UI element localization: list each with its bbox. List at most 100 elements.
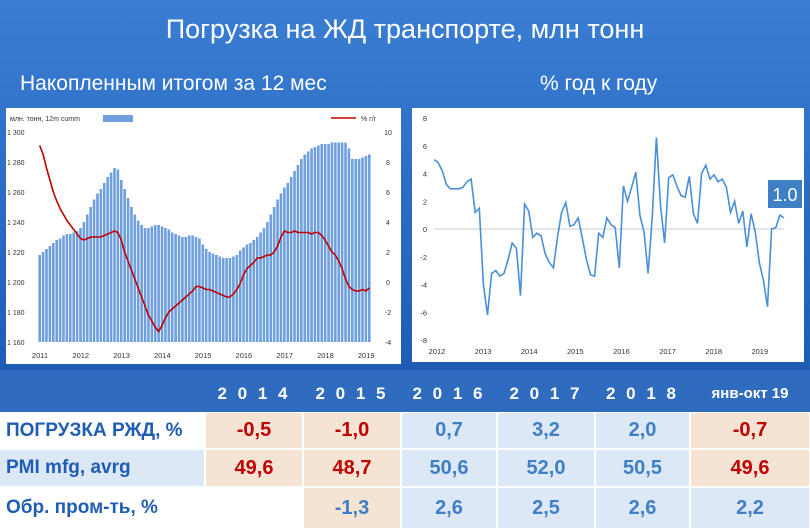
bar [232,257,235,343]
bar [144,228,147,342]
bar [59,239,62,343]
bar [106,177,109,342]
bar [45,249,48,342]
x-tick-label: 2014 [154,351,171,360]
table-cell: 2,6 [402,488,496,528]
bar [290,177,293,342]
x-tick-label: 2016 [613,347,630,356]
x-tick-label: 2019 [751,347,768,356]
y-right-tick-label: 10 [384,130,392,137]
bar [69,234,72,342]
bar [361,158,364,343]
bar [297,165,300,342]
bar [89,207,92,342]
bar [300,159,303,342]
bar [208,252,211,342]
y-left-tick-label: 1 240 [7,220,25,227]
bar [72,233,75,343]
bar [283,188,286,343]
bar [127,198,130,342]
x-tick-label: 2016 [236,351,253,360]
y-right-tick-label: -4 [385,340,391,347]
table-cell: 0,7 [402,413,496,448]
bar [276,200,279,343]
y-tick-label: -8 [420,336,427,345]
y-tick-label: 2 [423,197,427,206]
y-right-tick-label: -2 [385,310,391,317]
bar [310,149,313,343]
bar [202,245,205,343]
bar [185,237,188,342]
bar [86,215,89,343]
legend-bars-label: млн. тонн, 12m cumm [10,116,80,123]
bar [195,237,198,342]
x-tick-label: 2011 [32,351,48,360]
y-tick-label: 4 [423,170,427,179]
bar [249,243,252,342]
page-title: Погрузка на ЖД транспорте, млн тонн [0,14,810,45]
bar [49,246,52,342]
bar [164,228,167,342]
table-cell: 50,6 [402,450,496,486]
bar [93,200,96,343]
y-left-tick-label: 1 220 [7,250,25,257]
bar [137,221,140,343]
bar [110,173,113,343]
x-tick-label: 2017 [659,347,676,356]
bar [334,143,337,343]
bar [174,234,177,342]
bar [117,170,120,343]
table-cell: 49,6 [206,450,302,486]
table-cell: 2,2 [691,488,809,528]
bar [266,222,269,342]
x-tick-label: 2014 [521,347,538,356]
bar [38,255,41,342]
y-right-tick-label: 8 [386,160,390,167]
bar [235,255,238,342]
bar [229,258,232,342]
column-header: 2 0 1 4 [205,376,303,412]
yoy-chart-panel: 8 6 4 2 0 -2 -4 -6 -8 2012 2013 2014 2015 2016 2017 201… [412,108,804,362]
bar [239,251,242,343]
y-tick-label: -4 [420,281,427,290]
row-label: PMI mfg, avrg [0,450,204,486]
bar [52,243,55,342]
legend-line-label: % г/г [361,116,377,123]
bar [181,237,184,342]
bar [123,189,126,342]
table-cell: 3,2 [498,413,594,448]
bar [368,155,371,343]
bar [151,227,154,343]
bar [337,143,340,343]
x-tick-label: 2015 [567,347,584,356]
y-right-tick-label: 2 [386,250,390,257]
x-tick-label: 2013 [113,351,130,360]
cumulative-chart: млн. тонн, 12m cumm % г/г 1 300 1 280 1 26… [6,108,401,364]
bar [205,249,208,342]
y-right-tick-label: 4 [386,220,390,227]
bar [79,228,82,342]
y-left-tick-label: 1 300 [7,130,25,137]
x-tick-label: 2019 [358,351,375,360]
bar [252,240,255,342]
bar [62,236,65,343]
bar [246,245,249,343]
bar [263,228,266,342]
bar [344,143,347,343]
bar [178,236,181,343]
y-left-tick-label: 1 280 [7,160,25,167]
y-left-tick-label: 1 260 [7,190,25,197]
bar [171,233,174,343]
bar [354,159,357,342]
bar [198,239,201,343]
bar [293,171,296,342]
legend-bars-swatch [103,115,133,122]
bar [168,230,171,343]
table-cell: 50,5 [596,450,689,486]
bar [103,183,106,342]
subtitle-right: % год к году [540,72,657,96]
bar [140,225,143,342]
bar [303,155,306,343]
y-tick-label: -2 [420,253,427,262]
